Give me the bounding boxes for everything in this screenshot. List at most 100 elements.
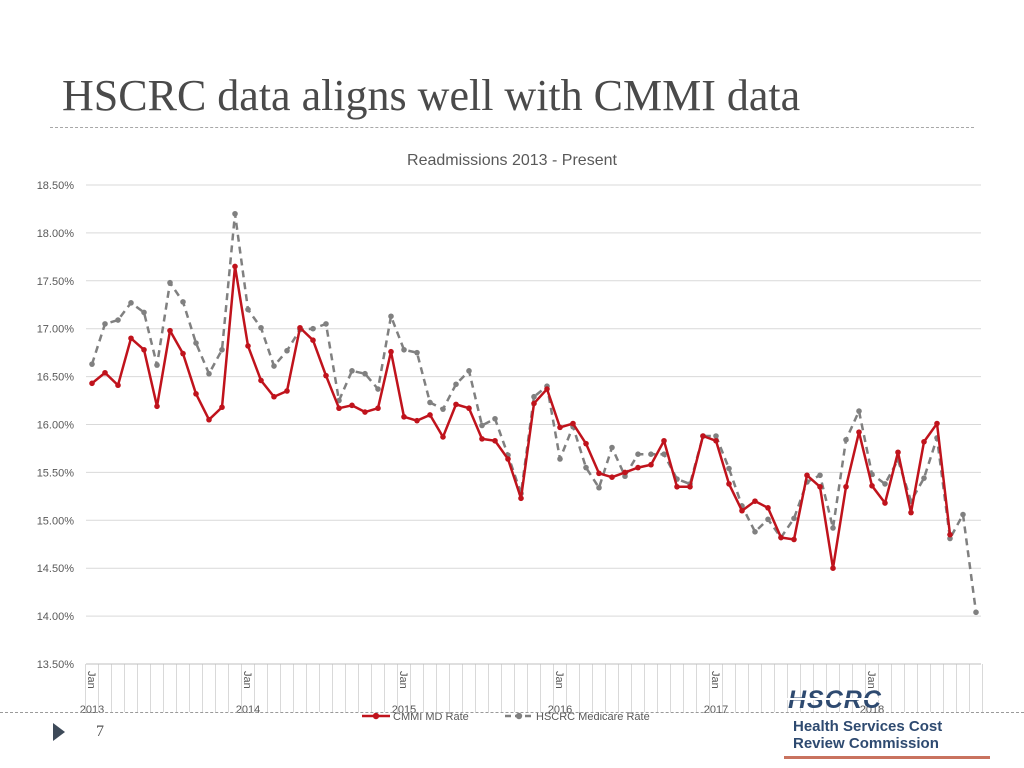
data-point xyxy=(609,474,615,480)
y-axis-ticks: 13.50% 14.00% 14.50% 15.00% 15.50% 16.00% 16.5… xyxy=(37,180,75,671)
data-point xyxy=(739,507,745,514)
title-divider xyxy=(50,127,974,128)
data-point xyxy=(128,335,134,342)
data-point xyxy=(206,416,212,423)
data-point xyxy=(193,340,199,346)
data-point xyxy=(89,380,95,387)
y-tick-label: 18.50% xyxy=(37,180,75,192)
data-point xyxy=(635,451,641,457)
y-tick-label: 17.00% xyxy=(37,324,75,336)
data-point xyxy=(960,511,966,518)
data-point xyxy=(349,402,355,409)
data-point xyxy=(258,377,264,384)
data-point xyxy=(856,408,862,414)
data-point xyxy=(323,372,329,379)
data-point xyxy=(752,498,758,504)
data-point xyxy=(115,382,121,389)
x-tick-year-label: 2016 xyxy=(548,704,572,716)
data-point xyxy=(427,399,433,406)
logo-text-line1: Health Services Cost xyxy=(793,718,943,735)
data-point xyxy=(700,433,706,439)
data-point xyxy=(583,464,589,471)
data-point xyxy=(193,391,199,397)
data-point xyxy=(258,324,264,331)
legend-swatch-marker xyxy=(515,712,523,720)
data-point xyxy=(323,321,329,327)
data-point xyxy=(674,483,680,490)
data-point xyxy=(466,405,472,412)
data-point xyxy=(661,451,667,457)
data-point xyxy=(518,495,524,502)
data-point xyxy=(531,393,537,400)
data-point xyxy=(362,409,368,415)
data-point xyxy=(804,472,810,479)
y-tick-label: 14.50% xyxy=(37,563,75,575)
data-point xyxy=(817,472,823,479)
data-point xyxy=(336,405,342,412)
data-point xyxy=(921,438,927,445)
data-point xyxy=(128,300,134,306)
data-point xyxy=(141,309,147,316)
y-tick-label: 16.50% xyxy=(37,372,75,384)
data-point xyxy=(310,337,316,343)
data-point xyxy=(765,516,771,523)
data-point xyxy=(557,424,563,431)
data-point xyxy=(479,436,485,442)
data-point xyxy=(726,481,732,487)
data-point xyxy=(466,368,472,374)
series-cmmi-md-rate xyxy=(89,263,953,571)
data-point xyxy=(531,400,537,407)
data-point xyxy=(609,444,615,451)
data-point xyxy=(102,321,108,327)
data-point xyxy=(440,406,446,412)
data-point xyxy=(245,306,251,313)
legend-swatch-marker xyxy=(372,712,380,720)
data-point xyxy=(167,327,173,334)
hscrc-logo: HSCRC Health Services Cost Review Commis… xyxy=(784,686,994,762)
data-point xyxy=(570,420,576,427)
data-point xyxy=(232,263,238,270)
data-point xyxy=(180,299,186,305)
data-point xyxy=(141,346,147,353)
data-point xyxy=(856,429,862,435)
data-point xyxy=(765,505,771,511)
data-point xyxy=(583,440,589,447)
x-tick-year-label: 2018 xyxy=(860,704,884,716)
data-point xyxy=(596,470,602,477)
page-number: 7 xyxy=(96,723,104,740)
data-point xyxy=(557,456,563,462)
gridlines xyxy=(86,184,981,665)
y-tick-label: 14.00% xyxy=(37,611,75,623)
legend-label: CMMI MD Rate xyxy=(393,711,469,723)
data-point xyxy=(310,325,316,332)
data-point xyxy=(921,475,927,481)
data-point xyxy=(154,362,160,368)
data-point xyxy=(908,509,914,516)
data-point xyxy=(180,350,186,357)
series-hscrc-medicare-rate xyxy=(89,210,979,616)
logo-accent-bar xyxy=(784,756,990,759)
x-tick-month-label: Jan xyxy=(553,671,565,689)
series-lines xyxy=(89,210,979,616)
data-point xyxy=(284,347,290,354)
data-point xyxy=(843,483,849,490)
data-point xyxy=(830,565,836,571)
x-tick-month-label: Jan xyxy=(241,671,253,689)
x-tick-month-label: Jan xyxy=(865,671,877,689)
footer-divider xyxy=(0,712,1024,713)
data-point xyxy=(622,473,628,480)
data-point xyxy=(479,422,485,429)
data-point xyxy=(388,348,394,355)
series-line-cmmi-md-rate xyxy=(91,265,952,570)
logo-mark: HSCRC xyxy=(784,686,886,714)
data-point xyxy=(869,483,875,489)
y-tick-label: 15.00% xyxy=(37,515,75,527)
data-point xyxy=(713,433,719,439)
data-point xyxy=(544,386,550,392)
data-point xyxy=(843,437,849,443)
data-point xyxy=(947,531,953,538)
data-point xyxy=(947,535,953,542)
next-slide-arrow-icon[interactable] xyxy=(53,723,65,741)
logo-text-line2: Review Commission xyxy=(793,735,939,752)
